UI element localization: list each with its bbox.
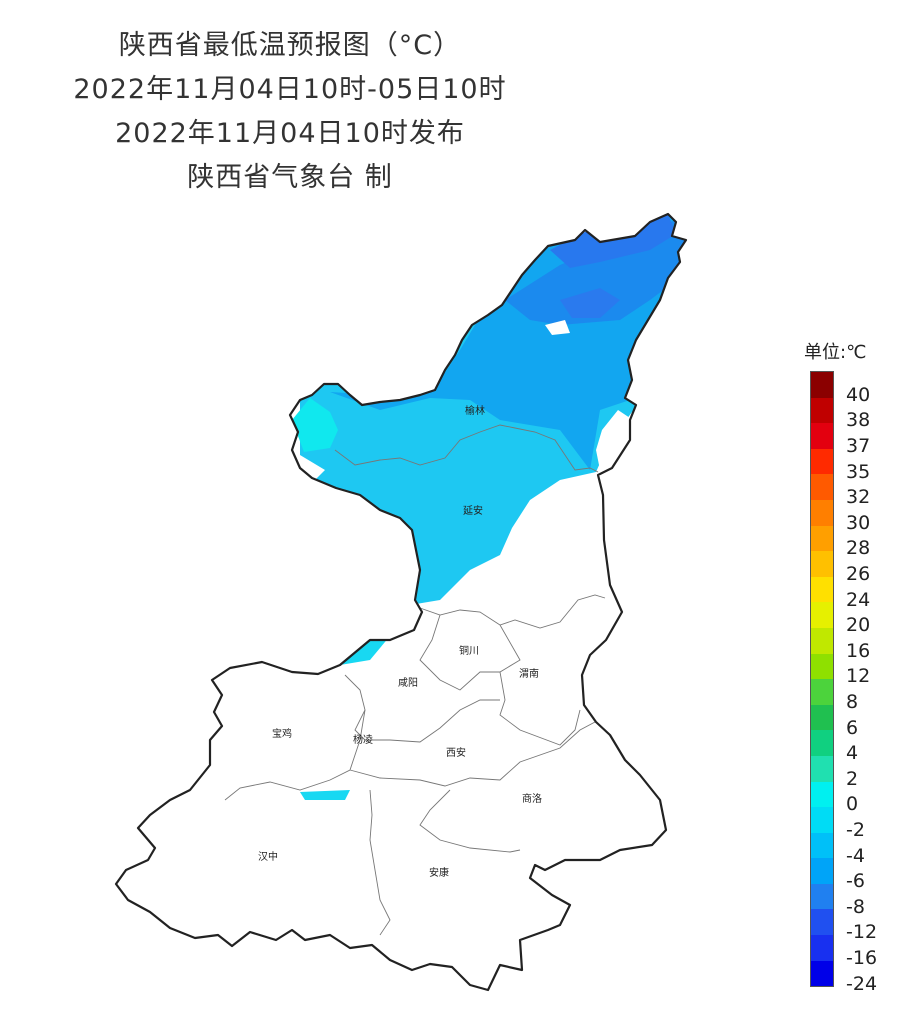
legend-swatch <box>811 935 833 961</box>
legend-swatch <box>811 525 833 552</box>
legend-swatch <box>811 627 833 654</box>
city-label-yangling: 杨凌 <box>353 733 373 746</box>
city-label-yulin: 榆林 <box>465 404 485 417</box>
issue-time: 2022年11月04日10时发布 <box>115 118 465 149</box>
legend-label: -2 <box>846 819 865 841</box>
map-title-block: 陕西省最低温预报图（°C） 2022年11月04日10时-05日10时 2022… <box>0 24 580 200</box>
legend-swatch <box>811 474 833 500</box>
legend-label: -12 <box>846 921 878 944</box>
legend-swatch <box>811 807 833 833</box>
legend-swatch <box>811 883 833 910</box>
legend-label: 35 <box>846 460 871 483</box>
legend-label: 30 <box>846 511 871 534</box>
legend-label: 0 <box>846 793 859 816</box>
legend-label: -8 <box>846 895 865 918</box>
legend-label: 28 <box>846 537 871 560</box>
legend-swatch <box>811 499 833 526</box>
province-outline <box>114 212 688 992</box>
city-label-baoji: 宝鸡 <box>272 727 292 740</box>
city-label-tongchuan: 铜川 <box>459 645 479 657</box>
legend-swatch <box>811 679 833 705</box>
city-label-xian: 西安 <box>446 746 466 759</box>
city-label-hanzhong: 汉中 <box>258 850 278 863</box>
legend-label: 24 <box>846 588 871 611</box>
legend-swatch <box>811 858 833 884</box>
city-label-weinan: 渭南 <box>519 667 539 680</box>
legend-title: 单位:℃ <box>804 342 867 363</box>
legend-label: -6 <box>846 870 865 893</box>
legend-swatch <box>811 551 833 577</box>
legend-label: 6 <box>846 716 859 739</box>
legend-swatch <box>811 653 833 680</box>
city-label-ankang: 安康 <box>429 866 449 879</box>
legend-swatch <box>811 602 833 628</box>
legend-swatch <box>811 781 833 808</box>
city-labels: 榆林 延安 铜川 渭南 咸阳 宝鸡 杨凌 西安 商洛 汉中 安康 <box>258 404 542 879</box>
legend-label: -16 <box>846 947 878 969</box>
legend-swatch <box>811 755 833 782</box>
legend-swatch <box>811 423 833 449</box>
legend-label: 26 <box>846 563 871 585</box>
issuer: 陕西省气象台 制 <box>187 162 393 193</box>
temperature-shading <box>292 214 686 800</box>
city-label-xianyang: 咸阳 <box>398 677 418 689</box>
legend-swatch <box>811 730 833 756</box>
city-boundaries <box>224 424 606 936</box>
legend-label: 12 <box>846 665 871 688</box>
legend-label: 20 <box>846 614 871 637</box>
legend-label: 37 <box>846 435 871 457</box>
legend-color-bar <box>810 371 834 988</box>
legend-label: 16 <box>846 639 871 662</box>
city-label-shangluo: 商洛 <box>522 792 542 805</box>
legend-swatch <box>811 576 833 603</box>
legend-label: 4 <box>846 742 859 765</box>
forecast-period: 2022年11月04日10时-05日10时 <box>73 74 507 105</box>
legend-label: 8 <box>846 691 859 713</box>
legend-label: -4 <box>846 844 865 867</box>
legend-label: 32 <box>846 486 871 509</box>
legend-swatch <box>811 372 833 398</box>
legend-swatch <box>811 397 833 424</box>
city-label-yanan: 延安 <box>463 504 483 517</box>
map-title: 陕西省最低温预报图（°C） <box>118 30 462 61</box>
legend-swatch <box>811 704 833 731</box>
legend-swatch <box>811 909 833 936</box>
legend-label: 40 <box>846 383 871 406</box>
legend-swatch <box>811 960 833 987</box>
legend-label: -24 <box>846 972 878 995</box>
temperature-legend: 单位:℃ 40 38 37 35 32 30 28 26 24 20 16 12 8 6 4 2 0 -2 -4 -6… <box>804 338 900 994</box>
legend-swatch <box>811 448 833 475</box>
legend-label: 38 <box>846 409 871 432</box>
legend-swatch <box>811 832 833 859</box>
legend-label: 2 <box>846 767 859 790</box>
